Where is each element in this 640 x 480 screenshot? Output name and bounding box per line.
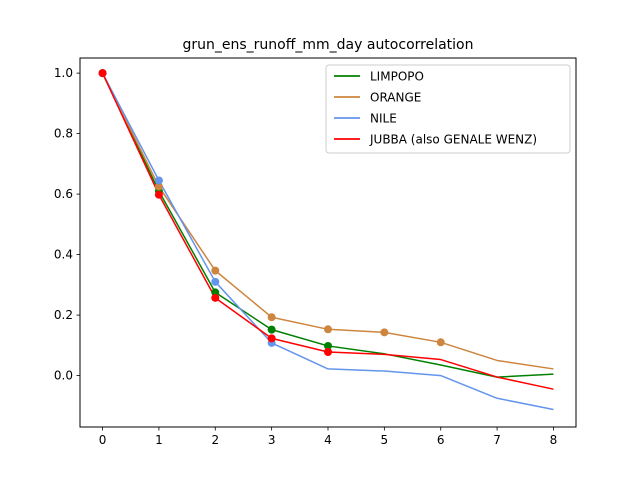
series-1-point-4 [324,325,332,334]
series-1-point-1 [154,182,163,191]
x-tick-label-8: 8 [550,433,558,447]
x-tick-label-5: 5 [381,433,389,447]
series-0-point-4 [324,341,332,350]
series-3-point-4 [324,347,332,356]
y-tick-label-0: 0.0 [54,369,73,383]
series-3-point-2 [211,293,220,302]
y-tick-label-3: 0.6 [54,187,73,201]
series-3-point-3 [267,334,276,343]
series-1-point-2 [211,266,220,275]
series-1-point-6 [436,338,445,347]
chart-title: grun_ens_runoff_mm_day autocorrelation [183,37,474,53]
legend-label-2: NILE [370,112,397,126]
series-line-2 [101,72,554,411]
series-1-point-3 [267,313,276,322]
x-tick-label-3: 3 [268,433,276,447]
legend: LIMPOPO ORANGE NILE JUBBA (also GENALE WENZ… [325,64,571,154]
series-2-point-2 [211,277,220,286]
y-tick-label-5: 1.0 [54,66,73,80]
y-tick-label-4: 0.8 [54,127,73,141]
x-tick-label-2: 2 [211,433,219,447]
y-tick-label-2: 0.4 [54,248,73,262]
series-1-point-5 [380,328,389,337]
series-layer [98,69,554,411]
x-tick-label-6: 6 [437,433,445,447]
x-tick-label-4: 4 [324,433,332,447]
legend-box [325,64,571,154]
series-3-point-1 [154,190,163,199]
series-3-point-0 [98,69,107,78]
x-tick-label-0: 0 [99,433,107,447]
legend-label-1: ORANGE [370,91,421,105]
x-axis: 0 1 2 3 4 5 6 7 8 [99,427,558,447]
y-axis: 0.0 0.2 0.4 0.6 0.8 1.0 [54,66,80,383]
legend-label-0: LIMPOPO [370,70,424,84]
legend-label-3: JUBBA (also GENALE WENZ) [369,133,537,147]
x-tick-label-1: 1 [155,433,163,447]
x-tick-label-7: 7 [493,433,501,447]
series-2-point-1 [154,176,163,185]
series-0-point-3 [267,325,276,334]
y-tick-label-1: 0.2 [54,308,73,322]
